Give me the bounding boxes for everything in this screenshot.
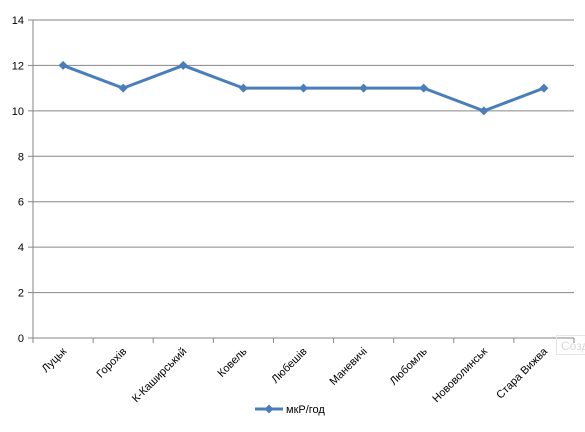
- x-tick-label: Луцьк: [40, 346, 70, 376]
- watermark-text: Созд: [556, 335, 585, 355]
- legend-marker: [264, 404, 274, 414]
- series-group: [58, 60, 549, 116]
- data-point: [359, 83, 369, 93]
- data-point: [539, 83, 549, 93]
- legend-label: мкР/год: [286, 404, 325, 416]
- legend: мкР/год: [255, 404, 325, 416]
- data-point: [419, 83, 429, 93]
- x-tick-label: Нововолинськ: [430, 346, 490, 406]
- x-tick-label: Любомль: [388, 345, 430, 387]
- y-tick-label: 0: [18, 333, 24, 345]
- y-tick-label: 12: [12, 60, 24, 72]
- x-tick-label: К-Каширський: [130, 346, 189, 405]
- data-point: [178, 60, 188, 70]
- x-tick-label: Любешів: [269, 346, 309, 386]
- y-tick-label: 14: [12, 15, 24, 27]
- y-tick-label: 6: [18, 197, 24, 209]
- data-point: [58, 60, 68, 70]
- y-tick-label: 4: [18, 242, 24, 254]
- y-tick-label: 8: [18, 151, 24, 163]
- axes: [32, 20, 574, 339]
- x-tick-label: Стара Вижва: [494, 345, 550, 401]
- y-tick-label: 2: [18, 288, 24, 300]
- x-tick-label: Маневичі: [327, 346, 369, 388]
- data-point: [299, 83, 308, 93]
- y-axis-ticks: 0 2 4 6 8 10 12 14: [12, 15, 33, 345]
- x-axis-ticks: Луцьк Горохів К-Каширський Ковель Любешів Ман…: [32, 338, 575, 406]
- data-point: [238, 83, 248, 93]
- x-tick-label: Горохів: [94, 346, 129, 381]
- y-tick-label: 10: [12, 106, 24, 118]
- data-point: [118, 83, 128, 93]
- x-tick-label: Ковель: [215, 345, 249, 379]
- gridlines: [33, 19, 574, 294]
- data-point: [479, 106, 489, 116]
